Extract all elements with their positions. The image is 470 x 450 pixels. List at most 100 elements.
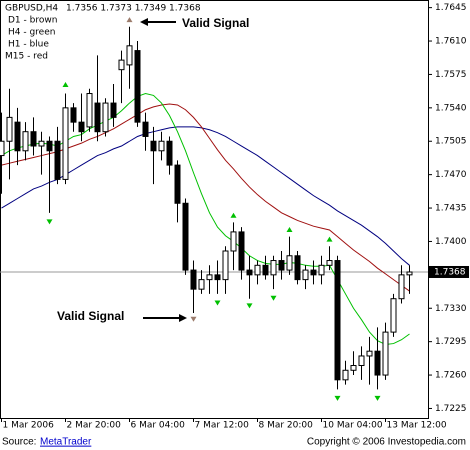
signal-arrow — [270, 295, 277, 301]
candle-body — [54, 140, 61, 180]
candle-body — [214, 274, 221, 281]
y-tick-label: 1.7400 — [435, 237, 467, 247]
candle-body — [222, 250, 229, 281]
candle-body — [166, 140, 173, 166]
candle-body — [342, 369, 349, 381]
candle-body — [326, 260, 333, 266]
candle-body — [310, 269, 317, 276]
candle-body — [110, 102, 117, 118]
ohlc-header: 1.7356 1.7373 1.7349 1.7368 — [66, 4, 201, 14]
last-price-box — [429, 265, 469, 278]
x-tick-label: 6 Mar 04:00 — [131, 421, 186, 431]
signal-arrow — [374, 395, 381, 401]
signal-arrow — [190, 316, 197, 322]
candle-body — [174, 164, 181, 204]
signal-arrow — [334, 395, 341, 401]
candle-body — [30, 131, 37, 147]
annotation: Valid Signal — [57, 309, 124, 323]
x-tick-label: 2 Mar 20:00 — [67, 421, 122, 431]
candle-body — [254, 264, 261, 276]
candle-body — [198, 279, 205, 290]
candle-body — [294, 255, 301, 281]
y-tick-label: 1.7295 — [435, 337, 467, 347]
x-tick-label: 7 Mar 12:00 — [195, 421, 250, 431]
signal-arrow — [286, 227, 293, 233]
y-tick-label: 1.7575 — [435, 70, 467, 80]
y-tick-label: 1.7610 — [435, 37, 467, 47]
symbol: GBPUSD,H4 — [5, 4, 58, 14]
candle-body — [46, 140, 53, 152]
candle-body — [334, 260, 341, 381]
ma-line — [1, 93, 410, 346]
y-tick-label: 1.7645 — [435, 3, 467, 13]
x-tick-label: 1 Mar 2006 — [3, 421, 55, 431]
candle-body — [406, 271, 413, 276]
plot-frame — [0, 0, 429, 419]
candle-body — [62, 107, 69, 180]
x-tick-label: 8 Mar 20:00 — [259, 421, 314, 431]
signal-arrow — [246, 303, 253, 309]
candle-body — [150, 140, 157, 152]
candle-body — [126, 45, 133, 66]
note: H4 - green — [8, 28, 55, 38]
candle-body — [0, 140, 5, 157]
candle-body — [182, 202, 189, 271]
candle-body — [246, 269, 253, 276]
signal-arrow — [46, 219, 53, 225]
candle-body — [278, 260, 285, 271]
note: D1 - brown — [8, 16, 57, 26]
candle-body — [118, 59, 125, 71]
y-tick-label: 1.7505 — [435, 137, 467, 147]
candle-body — [270, 260, 277, 276]
signal-arrow — [326, 236, 333, 242]
candle-body — [350, 365, 357, 371]
x-tick-label: 13 Mar 12:00 — [387, 421, 447, 431]
candle-body — [86, 93, 93, 128]
y-tick-label: 1.7225 — [435, 404, 467, 414]
candle-body — [94, 102, 101, 133]
candle-body — [374, 350, 381, 376]
y-tick-label: 1.7470 — [435, 170, 467, 180]
candle-body — [206, 274, 213, 281]
y-tick-label: 1.7260 — [435, 371, 467, 381]
notes: D1 - brown H4 - green H1 - blue M15 - red — [5, 16, 57, 62]
note: M15 - red — [5, 52, 48, 62]
candle-body — [398, 274, 405, 300]
signal-arrow — [230, 212, 237, 218]
y-tick-label: 1.7330 — [435, 304, 467, 314]
copyright: Copyright © 2006 Investopedia.com — [307, 437, 466, 448]
candle-body — [238, 231, 245, 271]
source-link[interactable]: MetaTrader — [40, 437, 92, 448]
candle-body — [6, 116, 13, 142]
candle-body — [382, 331, 389, 376]
labels: GBPUSD,H4 1.7356 1.7373 1.7349 1.7368 — [5, 4, 201, 14]
annotation: Valid Signal — [182, 16, 249, 30]
annotation-arrowhead — [179, 314, 187, 322]
signal-arrow — [214, 300, 221, 306]
candle-body — [366, 350, 373, 357]
candle-body — [38, 140, 45, 147]
candle-body — [318, 264, 325, 276]
candle-body — [302, 269, 309, 281]
ma-line — [1, 126, 410, 266]
signal-arrow — [126, 17, 133, 23]
y-tick-label: 1.7540 — [435, 103, 467, 113]
x-tick-label: 10 Mar 04:00 — [323, 421, 383, 431]
candle-body — [230, 231, 237, 252]
last-price-label: 1.7368 — [434, 267, 466, 277]
candle-body — [286, 255, 293, 271]
annotation-arrowhead — [140, 18, 148, 26]
ma-line — [1, 103, 410, 292]
signal-arrow — [62, 81, 69, 87]
candle-body — [390, 298, 397, 333]
candle-body — [190, 269, 197, 290]
candle-body — [358, 355, 365, 367]
candle-body — [78, 121, 85, 133]
candle-body — [142, 121, 149, 137]
source-label: Source: — [2, 437, 36, 448]
candle-body — [262, 264, 269, 276]
plot-area — [0, 17, 428, 401]
candle-body — [158, 140, 165, 152]
